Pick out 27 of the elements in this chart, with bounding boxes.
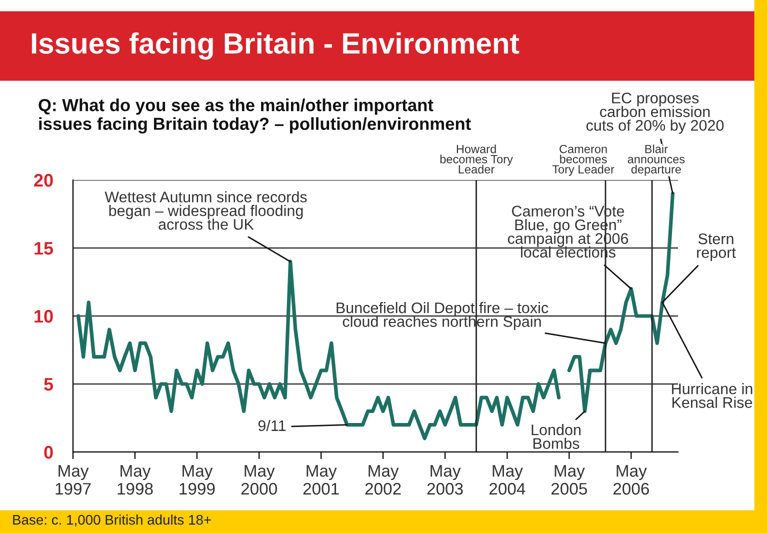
y-tick-label: 5 bbox=[44, 378, 54, 391]
chart-subtitle: Q: What do you see as the main/other important issues facing Britain today? – pollution/environment bbox=[38, 98, 471, 134]
x-tick-label: May 2000 bbox=[241, 465, 277, 495]
x-tick-label: May 2006 bbox=[613, 465, 649, 495]
annotation: 9/11 bbox=[258, 420, 286, 432]
x-tick-label: May 2001 bbox=[303, 465, 339, 495]
annotation: Stern report bbox=[697, 233, 736, 261]
y-tick-label: 0 bbox=[44, 446, 53, 459]
x-tick-label: May 1997 bbox=[56, 465, 91, 495]
annotation: Wettest Autumn since records began – widespread flooding across the UK bbox=[104, 191, 307, 230]
x-tick-label: May 2004 bbox=[489, 465, 526, 495]
x-tick-label: May 2005 bbox=[551, 465, 587, 495]
x-tick-label: May 1998 bbox=[118, 465, 153, 495]
y-tick-label: 10 bbox=[34, 310, 53, 323]
y-tick-label: 20 bbox=[34, 174, 53, 187]
x-tick-label: May 1999 bbox=[180, 465, 215, 495]
y-tick-label: 15 bbox=[34, 242, 54, 255]
x-tick-label: May 2002 bbox=[365, 465, 401, 495]
chart-title: Issues facing Britain - Environment bbox=[32, 32, 520, 60]
annotation: Hurricane in Kensal Rise bbox=[672, 383, 752, 408]
text: Base: c. 1,000 British adults 18+ bbox=[13, 514, 211, 526]
annotation: EC proposes carbon emission cuts of 20% by 2020 bbox=[586, 92, 724, 134]
x-tick-label: May 2003 bbox=[427, 465, 463, 495]
ref-line-label: Blair announces departure bbox=[628, 144, 685, 176]
ref-line-label: Cameron becomes Tory Leader bbox=[552, 144, 614, 176]
ref-line-label: Howard becomes Tory Leader bbox=[440, 144, 513, 174]
annotation: London Bombs bbox=[532, 424, 580, 449]
